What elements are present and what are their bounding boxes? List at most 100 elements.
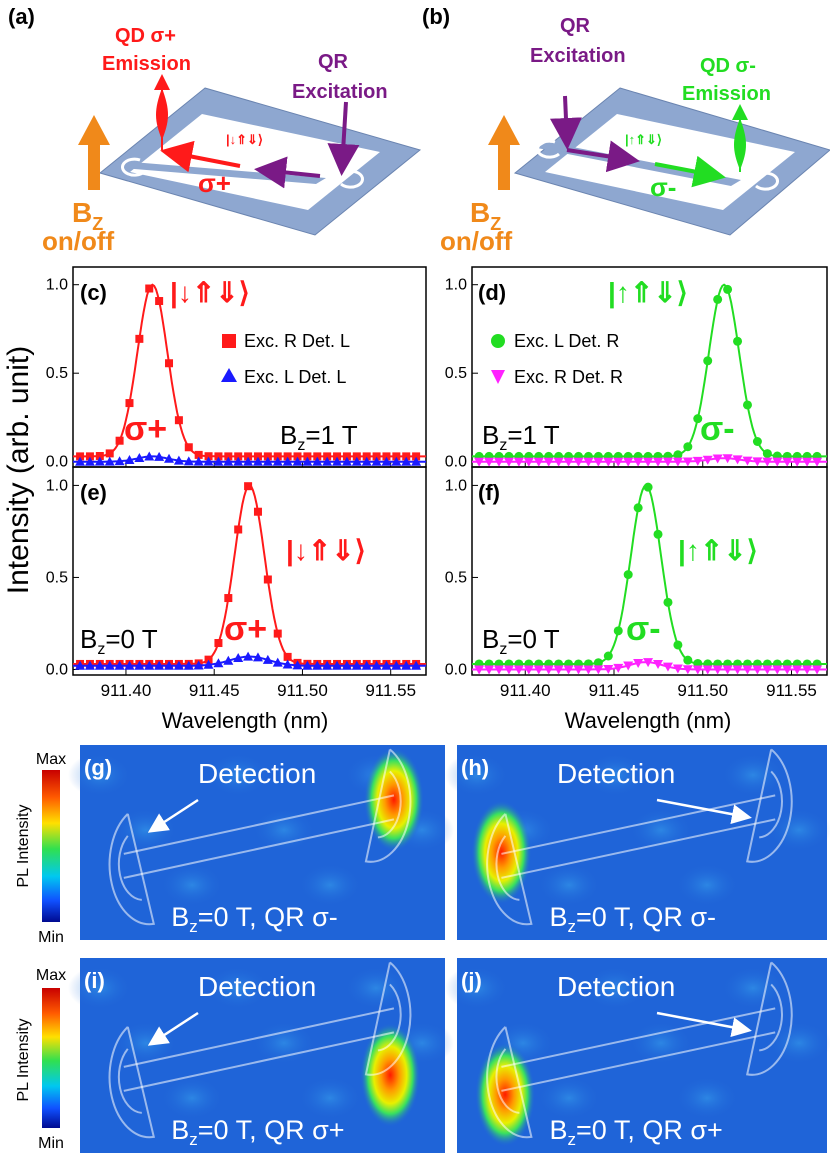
legend-marker-c2 <box>221 368 237 382</box>
data-point-d-1-21 <box>682 457 693 467</box>
data-point-c-0-25 <box>323 452 332 461</box>
data-point-c-0-29 <box>362 452 371 461</box>
data-point-e-1-10 <box>173 660 184 670</box>
data-point-e-1-1 <box>84 660 95 670</box>
map-texture-i-2 <box>160 1076 224 1120</box>
data-point-c-1-18 <box>252 456 263 466</box>
data-point-c-0-19 <box>263 452 272 461</box>
data-point-c-1-23 <box>302 456 313 466</box>
data-point-d-1-10 <box>573 457 584 467</box>
excitation-word-b: Excitation <box>530 45 626 67</box>
map-texture-j-7 <box>767 1021 830 1065</box>
emission-wavepacket-b <box>734 118 746 170</box>
map-field-label-j: Bz=0 T, QR σ+ <box>550 1115 723 1149</box>
bz-label-a: B <box>72 197 92 228</box>
data-point-d-0-29 <box>762 449 772 459</box>
data-point-f-1-14 <box>613 663 624 673</box>
y-tick-label-d-2: 1.0 <box>445 277 467 294</box>
data-point-f-0-20 <box>673 640 683 650</box>
data-point-f-0-12 <box>593 658 603 668</box>
data-point-e-1-22 <box>292 660 303 670</box>
data-point-d-1-28 <box>752 457 763 467</box>
data-point-c-0-1 <box>85 452 94 461</box>
map-texture-g-5 <box>298 863 362 907</box>
data-point-d-1-25 <box>722 454 733 464</box>
x-axis-label-right: Wavelength (nm) <box>565 708 732 733</box>
grating-right-b <box>755 171 779 191</box>
data-point-c-1-10 <box>173 455 184 465</box>
data-point-f-1-20 <box>672 664 683 674</box>
map-texture-g-1 <box>114 808 178 852</box>
x-tick-label-f-1: 911.45 <box>589 681 640 700</box>
plot-d: 0.0 0.5 1.0 <box>445 266 828 471</box>
data-point-f-1-6 <box>533 665 544 675</box>
x-tick-label-e-0: 911.40 <box>101 681 152 700</box>
data-point-e-1-18 <box>252 652 263 662</box>
state-label-e: |↓⇑⇓⟩ <box>286 535 366 566</box>
map-texture-j-3 <box>583 966 647 1010</box>
excitation-arrow-a <box>254 156 321 189</box>
map-field-label-g: Bz=0 T, QR σ- <box>171 902 337 936</box>
data-point-c-0-14 <box>214 452 223 461</box>
data-point-e-1-32 <box>391 660 402 670</box>
y-tick-label-f-0: 0.0 <box>445 661 467 678</box>
data-point-e-1-7 <box>144 660 155 670</box>
y-tick-label-d-1: 0.5 <box>445 365 467 382</box>
bz-arrow-shaft-a <box>88 145 100 190</box>
data-point-c-0-27 <box>342 452 351 461</box>
panel-b-tag: (b) <box>422 4 450 29</box>
x-tick-label-e-3: 911.55 <box>365 681 416 700</box>
data-point-c-0-17 <box>244 452 253 461</box>
emission-spot-i <box>360 1023 421 1127</box>
data-point-f-1-31 <box>782 665 793 675</box>
data-point-f-1-13 <box>603 665 614 675</box>
colorbar-min-bottom: Min <box>38 1135 64 1152</box>
grating-left-outline-j <box>486 1026 533 1139</box>
data-point-d-1-8 <box>553 457 564 467</box>
data-point-d-1-3 <box>503 457 514 467</box>
emission-arrow-b <box>654 155 726 188</box>
x-tick-label-e-2: 911.50 <box>277 681 328 700</box>
data-point-d-0-23 <box>703 356 713 366</box>
grating-right-outline-j <box>746 961 793 1076</box>
colorbar-max-top: Max <box>36 751 66 768</box>
qr-label-b: QR <box>560 15 591 37</box>
data-point-c-1-22 <box>292 456 303 466</box>
map-texture-g-4 <box>252 808 316 852</box>
data-point-c-0-21 <box>283 452 292 461</box>
grating-right-outline-g <box>364 748 412 863</box>
data-point-c-1-20 <box>272 456 283 466</box>
data-point-e-1-9 <box>164 660 175 670</box>
data-point-f-0-18 <box>653 529 663 539</box>
nanobeam-bottom-j <box>501 1031 776 1092</box>
pol-label-e: σ+ <box>224 610 267 648</box>
map-tag-j: (j) <box>461 968 482 993</box>
field-label-f: B <box>482 624 499 654</box>
data-point-d-0-26 <box>733 336 743 346</box>
grating-right-inner-h <box>759 770 783 839</box>
colorbar-min-top: Min <box>38 929 64 946</box>
pol-label-d: σ- <box>700 410 735 448</box>
data-point-f-1-3 <box>503 665 514 675</box>
panel-a: (a) BZ on/off QD σ+ Emission QR Excitati… <box>8 4 422 256</box>
panel-d-tag: (d) <box>478 280 506 305</box>
data-point-d-1-14 <box>613 457 624 467</box>
pl-map-h: (h) Detection Bz=0 T, QR σ- <box>445 745 830 940</box>
data-point-c-0-13 <box>204 452 213 461</box>
data-point-c-1-26 <box>332 456 343 466</box>
y-tick-label-c-2: 1.0 <box>46 277 68 294</box>
grating-left-inner-i <box>117 1048 142 1114</box>
bz-arrow-head-a <box>78 115 110 145</box>
x-axis-label-left: Wavelength (nm) <box>162 708 329 733</box>
data-point-c-0-12 <box>194 450 203 459</box>
data-point-f-1-29 <box>762 665 773 675</box>
detection-label-i: Detection <box>198 971 316 1002</box>
field-label-e: B <box>80 624 97 654</box>
svg-text:BZ: BZ <box>470 197 501 234</box>
data-point-c-1-19 <box>262 456 273 466</box>
data-point-f-1-32 <box>792 665 803 675</box>
y-axis-label: Intensity (arb. unit) <box>2 346 35 594</box>
data-point-f-0-14 <box>613 626 623 636</box>
data-point-e-1-3 <box>104 660 115 670</box>
data-point-e-0-20 <box>273 629 282 638</box>
